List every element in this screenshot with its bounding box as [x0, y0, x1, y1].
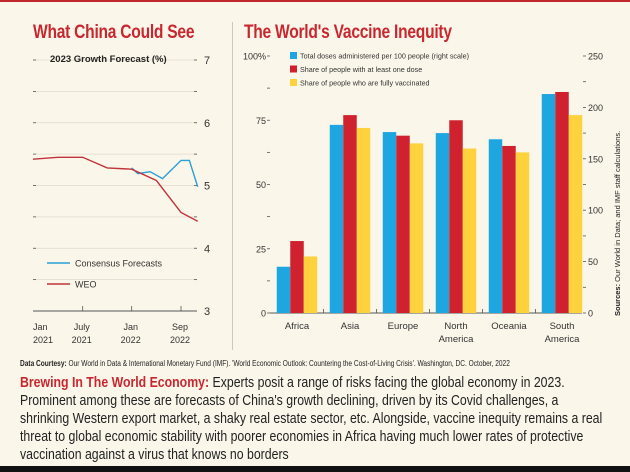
bar-south-america-total-doses	[541, 94, 556, 313]
divider	[232, 22, 233, 350]
top-accent-bar	[0, 0, 630, 2]
y-tick-label: 5	[204, 181, 210, 193]
bottom-bar	[0, 466, 630, 472]
bar-asia-one-dose	[343, 115, 357, 313]
category-label: Europe	[388, 321, 419, 332]
bar-south-america-fully-vaccinated	[568, 115, 583, 313]
courtesy-label: Data Courtesy:	[20, 359, 67, 368]
left-y-tick-label: 50	[256, 180, 266, 190]
category-label: South	[550, 321, 575, 332]
right-y-tick-label: 150	[588, 154, 603, 164]
x-tick-label: Sep	[172, 322, 188, 332]
courtesy-text: Our World in Data & International Moneta…	[68, 359, 510, 368]
bar-asia-fully-vaccinated	[356, 127, 371, 314]
left-y-tick-label: 25	[256, 244, 266, 254]
category-label: Oceania	[491, 321, 527, 332]
article-paragraph: Brewing In The World Economy: Experts po…	[20, 374, 610, 464]
charts-canvas: 7 6 5 4 3 Jan 2021 July 2021 Jan 2022 Sep 2022 2023 G…	[32, 52, 622, 346]
vaccine-chart-title: The World's Vaccine Inequity	[244, 22, 452, 43]
right-y-tick-label: 250	[588, 52, 603, 62]
x-tick-label: 2021	[33, 335, 53, 345]
bar-south-america-one-dose	[555, 91, 569, 313]
bar-asia-total-doses	[329, 124, 344, 313]
category-label: North	[444, 321, 467, 332]
legend-swatch	[290, 79, 297, 86]
y-tick-label: 6	[204, 118, 210, 130]
bar-africa-fully-vaccinated	[303, 256, 318, 313]
legend-label: Consensus Forecasts	[75, 259, 163, 269]
right-y-tick-label: 100	[588, 206, 603, 216]
legend-label: Share of people who are fully vaccinated	[300, 79, 429, 88]
left-y-tick-label: 75	[256, 116, 266, 126]
paragraph-body: Experts posit a range of risks facing th…	[20, 374, 603, 463]
right-y-tick-label: 50	[588, 257, 598, 267]
left-y-tick-label: 100%	[243, 52, 266, 62]
bar-north-america-one-dose	[449, 120, 463, 313]
china-growth-chart: 7 6 5 4 3 Jan 2021 July 2021 Jan 2022 Sep 2022 2023 G…	[32, 54, 210, 345]
y-tick-label: 7	[204, 55, 210, 67]
sources-note: Sources: Our World in Data; and IMF staf…	[613, 131, 622, 316]
left-y-tick-label: 0	[261, 309, 266, 319]
sources-label: Sources:	[613, 282, 622, 316]
bar-oceania-fully-vaccinated	[515, 152, 530, 313]
bar-north-america-total-doses	[435, 133, 450, 313]
right-y-tick-label: 0	[588, 309, 593, 319]
x-tick-label: July	[74, 322, 91, 332]
legend-swatch	[290, 65, 297, 73]
bar-europe-fully-vaccinated	[409, 143, 424, 313]
category-label: Africa	[285, 321, 310, 332]
bar-europe-total-doses	[382, 132, 397, 313]
legend-label: WEO	[75, 280, 97, 290]
category-label: America	[439, 334, 475, 345]
category-label: America	[545, 334, 581, 345]
data-courtesy: Data Courtesy: Our World in Data & Inter…	[20, 359, 510, 368]
bar-africa-one-dose	[290, 241, 304, 313]
bar-europe-one-dose	[396, 135, 410, 313]
legend-label: Total doses administered per 100 people …	[300, 52, 469, 61]
category-label: Asia	[341, 321, 360, 332]
legend-swatch	[290, 52, 297, 59]
bar-oceania-total-doses	[488, 139, 503, 313]
series-line-consensus-forecasts	[131, 159, 199, 187]
x-tick-label: Jan	[33, 322, 48, 332]
x-tick-label: 2021	[72, 335, 92, 345]
paragraph-lead: Brewing In The World Economy:	[20, 374, 210, 391]
bar-north-america-fully-vaccinated	[462, 148, 477, 313]
x-tick-label: 2022	[170, 335, 190, 345]
x-tick-label: Jan	[123, 322, 138, 332]
chart-subtitle: 2023 Growth Forecast (%)	[50, 54, 167, 65]
legend-label: Share of people with at least one dose	[300, 65, 422, 74]
bar-oceania-one-dose	[502, 145, 516, 313]
china-chart-title: What China Could See	[33, 22, 195, 43]
sources-text: Our World in Data; and IMF staff calcula…	[613, 131, 622, 282]
series-line-weo	[32, 156, 199, 222]
y-tick-label: 4	[204, 243, 210, 255]
y-tick-label: 3	[204, 306, 210, 318]
bar-africa-total-doses	[276, 266, 291, 313]
x-tick-label: 2022	[121, 335, 141, 345]
right-y-tick-label: 200	[588, 103, 603, 113]
